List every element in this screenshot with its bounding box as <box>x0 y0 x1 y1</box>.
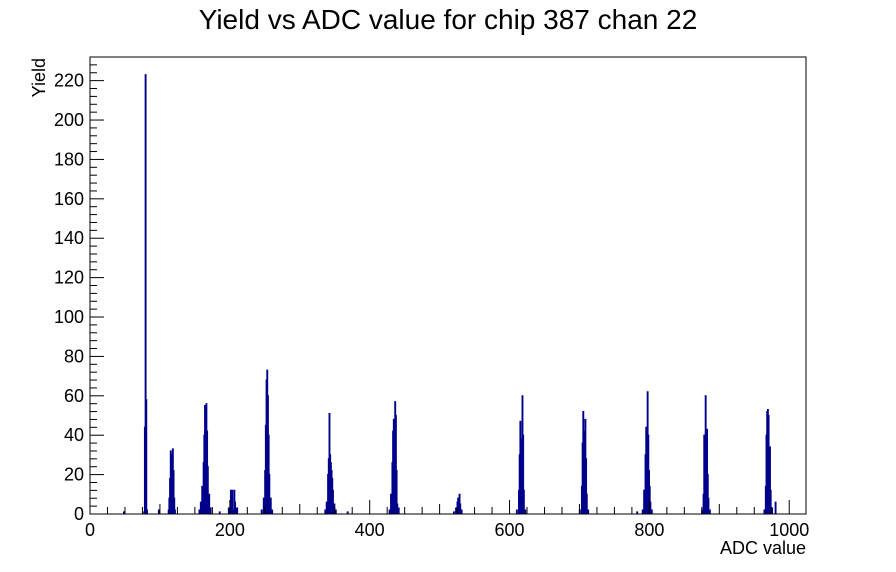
y-tick-label: 40 <box>64 425 84 445</box>
y-tick-label: 100 <box>54 307 84 327</box>
x-tick-label: 0 <box>85 520 95 540</box>
x-tick-label: 400 <box>355 520 385 540</box>
y-tick-label: 120 <box>54 268 84 288</box>
y-tick-label: 20 <box>64 465 84 485</box>
y-tick-label: 80 <box>64 346 84 366</box>
x-axis-label: ADC value <box>720 538 806 558</box>
plot-area <box>122 74 777 514</box>
y-tick-label: 200 <box>54 110 84 130</box>
axis-ticks <box>89 56 790 515</box>
y-tick-label: 160 <box>54 189 84 209</box>
x-tick-label: 1000 <box>769 520 809 540</box>
x-tick-label: 600 <box>495 520 525 540</box>
y-tick-label: 0 <box>74 504 84 524</box>
chart-title: Yield vs ADC value for chip 387 chan 22 <box>199 4 698 35</box>
y-tick-label: 180 <box>54 149 84 169</box>
plot-frame <box>89 56 807 515</box>
x-tick-label: 200 <box>215 520 245 540</box>
y-tick-label: 60 <box>64 386 84 406</box>
y-axis-label: Yield <box>29 58 49 97</box>
axis-tick-labels: 0 200 400 600 800 1000 0 20 40 60 80 100 120 140 160 18… <box>54 71 809 540</box>
y-tick-label: 140 <box>54 228 84 248</box>
y-tick-label: 220 <box>54 71 84 91</box>
histogram-series <box>122 74 777 514</box>
x-tick-label: 800 <box>634 520 664 540</box>
